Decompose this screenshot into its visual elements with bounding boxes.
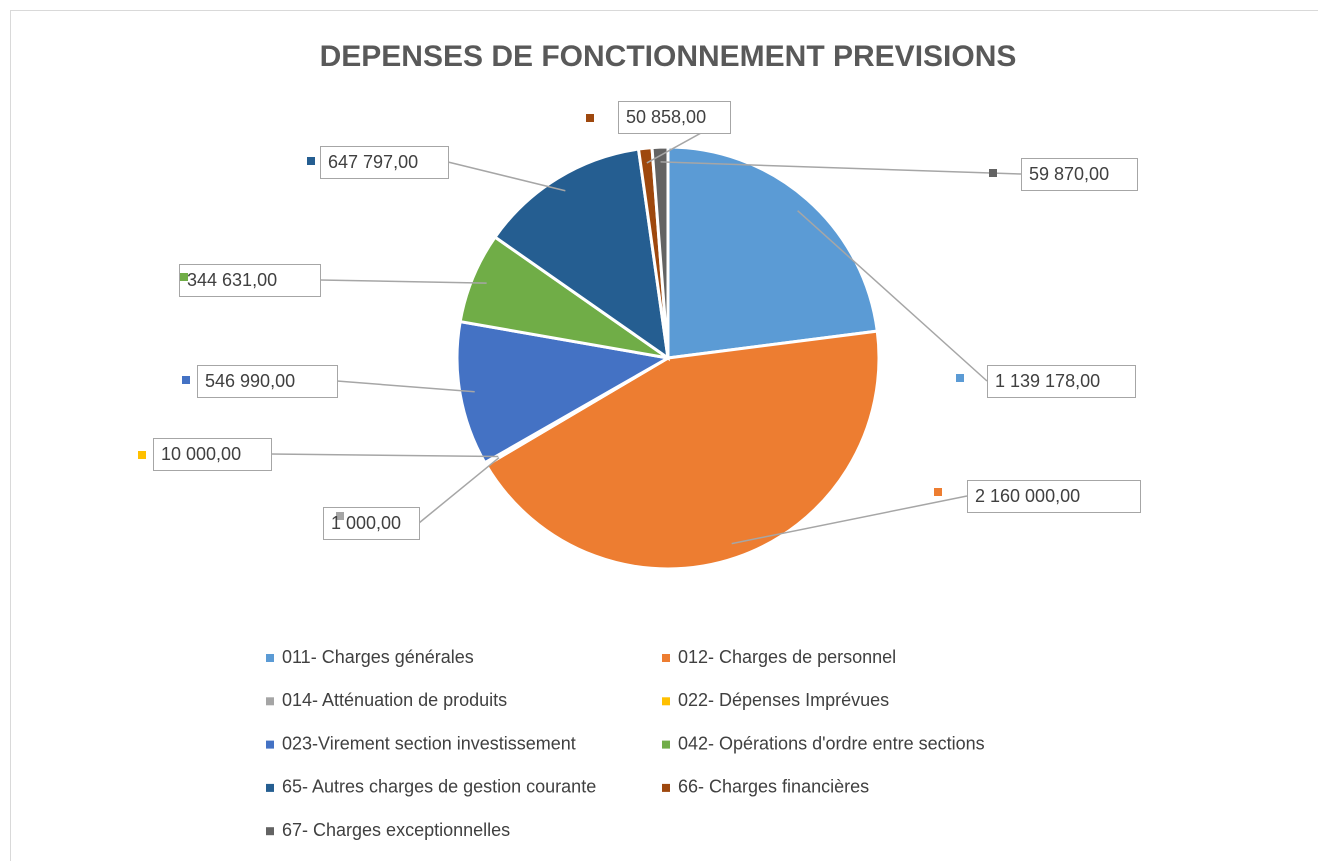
- leader-line: [418, 457, 500, 524]
- label-box: [987, 365, 1136, 398]
- label-box: [153, 438, 272, 471]
- label-box: [1021, 158, 1138, 191]
- pie-slice: [455, 319, 673, 465]
- legend-marker: [662, 654, 670, 662]
- pie-slice: [484, 329, 881, 571]
- legend-marker: [662, 740, 670, 749]
- legend-label: 65- Autres charges de gestion courante: [282, 777, 596, 797]
- leader-line: [660, 161, 1022, 175]
- label-marker: [307, 157, 315, 165]
- data-label: 344 631,00: [187, 270, 277, 290]
- label-marker: [138, 451, 146, 459]
- legend-marker: [266, 827, 274, 836]
- legend-marker: [266, 783, 274, 792]
- pie-slice: [492, 147, 670, 362]
- legend-label: 011- Charges générales: [282, 647, 474, 667]
- label-marker: [180, 273, 188, 281]
- data-label: 546 990,00: [205, 371, 295, 391]
- data-label: 1 000,00: [331, 513, 401, 533]
- label-marker: [336, 512, 344, 520]
- label-marker: [934, 488, 942, 496]
- label-marker: [956, 374, 964, 382]
- legend-label: 042- Opérations d'ordre entre sections: [678, 733, 985, 753]
- chart-border: [10, 10, 1318, 861]
- leader-line: [270, 453, 499, 458]
- data-label: 59 870,00: [1029, 164, 1109, 184]
- legend-label: 022- Dépenses Imprévues: [678, 690, 889, 710]
- label-box: [618, 101, 731, 134]
- label-marker: [989, 169, 997, 177]
- data-label: 50 858,00: [626, 107, 706, 127]
- leader-line: [731, 495, 968, 545]
- label-box: [179, 264, 321, 297]
- chart-title: DEPENSES DE FONCTIONNEMENT PREVISIONS: [320, 40, 1017, 73]
- data-label: 647 797,00: [328, 152, 418, 172]
- legend-marker: [266, 697, 274, 706]
- leader-line: [336, 380, 475, 393]
- legend-label: 014- Atténuation de produits: [282, 690, 507, 710]
- legend-label: 66- Charges financières: [678, 777, 869, 797]
- data-label: 1 139 178,00: [995, 371, 1100, 391]
- pie-slice: [666, 145, 879, 360]
- leader-line: [447, 161, 566, 192]
- label-marker: [586, 114, 594, 122]
- label-marker: [182, 376, 190, 384]
- legend-marker: [662, 697, 670, 706]
- pie-slice: [650, 145, 670, 359]
- legend-label: 012- Charges de personnel: [678, 647, 896, 667]
- legend-label: 023-Virement section investissement: [282, 733, 576, 753]
- legend-marker: [266, 740, 274, 749]
- legend-marker: [662, 783, 670, 792]
- label-box: [197, 365, 338, 398]
- legend-label: 67- Charges exceptionnelles: [282, 820, 510, 840]
- label-box: [320, 146, 449, 179]
- leader-line: [319, 279, 487, 284]
- data-label: 10 000,00: [161, 444, 241, 464]
- legend-marker: [266, 654, 274, 662]
- leader-line: [797, 210, 988, 382]
- label-box: [967, 480, 1141, 513]
- data-label: 2 160 000,00: [975, 486, 1080, 506]
